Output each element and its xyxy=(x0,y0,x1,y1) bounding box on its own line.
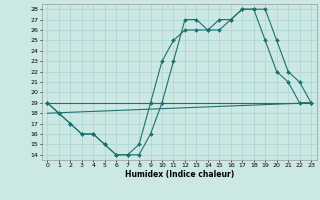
X-axis label: Humidex (Indice chaleur): Humidex (Indice chaleur) xyxy=(124,170,234,179)
